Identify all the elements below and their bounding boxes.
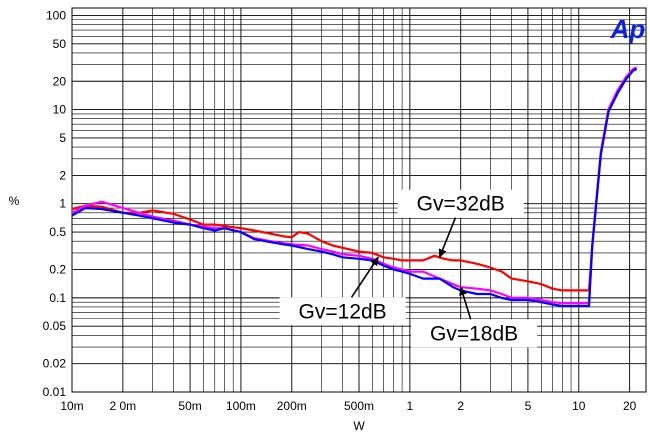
curve-annotations: Gv=32dB Gv=12dB Gv=18dB xyxy=(279,189,538,348)
plot-frame xyxy=(71,7,647,393)
x-tick-label: 50m xyxy=(178,399,201,413)
y-tick-labels: 0.01 0.02 0.05 0.1 0.2 0.5 1 2 5 10 20 50 100 xyxy=(43,8,67,399)
annotation-label: Gv=32dB xyxy=(417,193,505,216)
y-tick-label: 5 xyxy=(59,131,66,145)
x-tick-label: 2 xyxy=(457,399,464,413)
x-tick-label: 2 0m xyxy=(110,399,137,413)
series-line-gv-18db xyxy=(71,66,638,305)
annotation-label: Gv=18dB xyxy=(430,322,518,345)
annotation-label: Gv=12dB xyxy=(299,300,387,323)
annotation-box xyxy=(397,189,524,218)
x-tick-label: 200m xyxy=(277,399,307,413)
x-tick-label: 20 xyxy=(623,399,637,413)
y-axis-title: % xyxy=(9,194,20,208)
y-tick-label: 0.02 xyxy=(43,357,67,371)
y-tick-label: 20 xyxy=(53,74,67,88)
y-tick-label: 0.5 xyxy=(49,225,66,239)
y-tick-label: 0.05 xyxy=(43,319,67,333)
annotation-box xyxy=(411,319,538,348)
annotation-arrow xyxy=(350,256,379,298)
annotation-arrow xyxy=(459,286,472,320)
x-tick-labels: 10m 2 0m 50m 100m 200m 500m 1 2 5 10 20 xyxy=(60,399,636,413)
series-line-gv-32db xyxy=(71,66,638,292)
x-tick-label: 500m xyxy=(344,399,374,413)
annotation-arrow xyxy=(438,217,457,259)
annotation-box xyxy=(279,297,406,326)
y-tick-label: 1 xyxy=(59,197,66,211)
major-grid xyxy=(71,8,646,393)
y-tick-label: 0.01 xyxy=(43,385,67,399)
y-tick-label: 10 xyxy=(53,103,67,117)
ap-logo: Ap xyxy=(610,14,646,44)
x-tick-label: 5 xyxy=(525,399,532,413)
x-tick-label: 1 xyxy=(407,399,414,413)
y-tick-label: 0.2 xyxy=(49,263,66,277)
y-tick-label: 50 xyxy=(53,37,67,51)
series-line-gv-12db xyxy=(71,67,638,308)
x-tick-label: 100m xyxy=(226,399,256,413)
y-tick-label: 0.1 xyxy=(49,291,66,305)
y-tick-label: 100 xyxy=(46,8,66,22)
x-axis-title: W xyxy=(353,419,365,433)
data-series xyxy=(71,66,638,308)
x-tick-label: 10 xyxy=(572,399,586,413)
x-tick-label: 10m xyxy=(60,399,83,413)
y-tick-label: 2 xyxy=(59,168,66,182)
